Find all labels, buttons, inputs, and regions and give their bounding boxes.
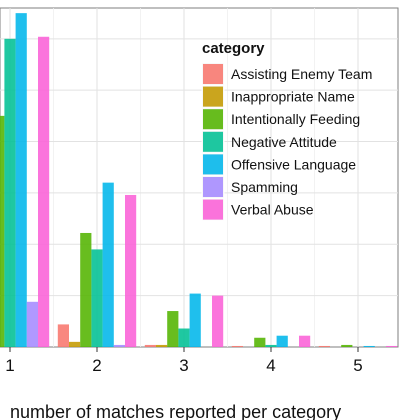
legend-swatch <box>203 131 223 152</box>
x-tick-label: 3 <box>179 356 188 375</box>
bar <box>231 345 243 347</box>
legend-swatch <box>203 154 223 175</box>
x-tick-label: 1 <box>5 356 14 375</box>
bar <box>299 335 311 347</box>
legend: category Assisting Enemy Team Inappropria… <box>201 40 372 222</box>
legend-swatch <box>203 86 223 107</box>
legend-items: Assisting Enemy Team Inappropriate Name In… <box>201 62 372 222</box>
legend-label: Intentionally Feeding <box>231 111 360 127</box>
bar <box>125 194 137 347</box>
bar <box>189 293 201 347</box>
bar <box>38 36 50 347</box>
bar <box>144 344 156 347</box>
legend-label: Assisting Enemy Team <box>231 66 372 82</box>
legend-swatch <box>203 109 223 130</box>
bar <box>212 295 224 347</box>
x-tick-label: 5 <box>353 356 362 375</box>
bar <box>26 301 38 347</box>
bar <box>341 344 353 347</box>
x-axis: 1 2 3 4 5 <box>5 347 363 375</box>
legend-item: Assisting Enemy Team <box>201 62 372 86</box>
legend-item: Offensive Language <box>201 152 356 176</box>
bar <box>254 337 266 347</box>
bar <box>113 344 125 347</box>
plot-panel <box>0 7 399 348</box>
legend-label: Inappropriate Name <box>231 89 355 105</box>
x-axis-title: number of matches reported per category <box>10 402 341 420</box>
x-tick-label: 2 <box>92 356 101 375</box>
bar <box>80 232 92 347</box>
bar <box>57 324 69 347</box>
bar <box>167 311 179 347</box>
legend-label: Offensive Language <box>231 156 356 172</box>
legend-title: category <box>202 40 265 57</box>
bar <box>276 335 288 347</box>
bar <box>178 328 190 347</box>
legend-item: Intentionally Feeding <box>201 107 360 131</box>
legend-swatch <box>203 177 223 197</box>
legend-label: Spamming <box>231 179 298 195</box>
legend-label: Verbal Abuse <box>231 202 314 218</box>
bar <box>156 344 168 347</box>
legend-item: Inappropriate Name <box>201 85 355 109</box>
bar <box>363 345 375 347</box>
legend-item: Verbal Abuse <box>201 198 314 222</box>
bar <box>15 13 27 348</box>
bar <box>318 345 330 347</box>
bars <box>0 13 398 348</box>
bar <box>102 182 114 347</box>
legend-item: Negative Attitude <box>201 130 337 154</box>
bar <box>0 115 5 347</box>
legend-item: Spamming <box>201 175 298 199</box>
bar <box>4 38 16 348</box>
x-tick-label: 4 <box>266 356 275 375</box>
bar <box>386 345 398 347</box>
legend-label: Negative Attitude <box>231 134 337 150</box>
legend-swatch <box>203 199 223 220</box>
bar <box>265 344 277 347</box>
bar <box>69 341 81 347</box>
bar <box>91 249 103 347</box>
legend-swatch <box>203 64 223 84</box>
